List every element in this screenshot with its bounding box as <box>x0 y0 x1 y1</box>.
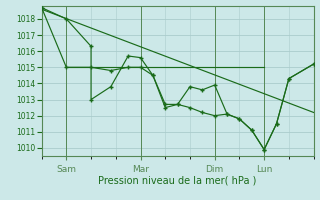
X-axis label: Pression niveau de la mer( hPa ): Pression niveau de la mer( hPa ) <box>99 175 257 185</box>
